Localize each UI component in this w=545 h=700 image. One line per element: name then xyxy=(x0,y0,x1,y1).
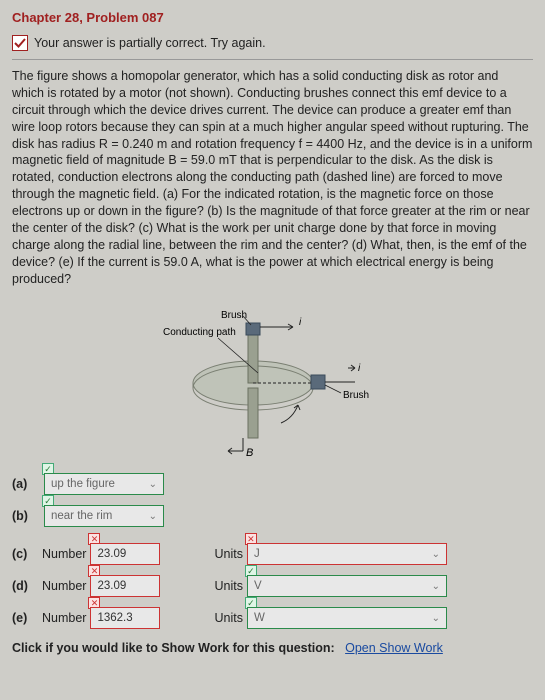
select-b-value: near the rim xyxy=(51,510,112,522)
number-label: Number xyxy=(42,579,86,593)
input-d-number[interactable]: 23.09 xyxy=(90,575,160,597)
units-label: Units xyxy=(214,547,242,561)
chapter-title: Chapter 28, Problem 087 xyxy=(12,10,533,25)
input-e-number[interactable]: 1362.3 xyxy=(90,607,160,629)
input-c-value: 23.09 xyxy=(97,548,126,560)
select-c-units-value: J xyxy=(254,548,260,560)
chevron-down-icon: ⌄ xyxy=(432,549,440,560)
svg-text:i: i xyxy=(358,363,361,374)
chevron-down-icon: ⌄ xyxy=(432,581,440,592)
part-a-label: (a) xyxy=(12,477,38,491)
chevron-down-icon: ⌄ xyxy=(432,613,440,624)
open-show-work-link[interactable]: Open Show Work xyxy=(345,641,443,655)
part-e-label: (e) xyxy=(12,611,38,625)
chevron-down-icon: ⌄ xyxy=(149,511,157,522)
feedback-row: Your answer is partially correct. Try ag… xyxy=(12,35,533,60)
problem-text: The figure shows a homopolar generator, … xyxy=(12,68,533,287)
answer-row-b: (b) ✓ near the rim ⌄ xyxy=(12,505,533,527)
select-a[interactable]: up the figure ⌄ xyxy=(44,473,164,495)
select-b[interactable]: near the rim ⌄ xyxy=(44,505,164,527)
select-e-units[interactable]: W ⌄ xyxy=(247,607,447,629)
footer-text: Click if you would like to Show Work for… xyxy=(12,641,335,655)
partial-correct-icon xyxy=(12,35,28,51)
b-label: B xyxy=(246,447,253,459)
answers-section: (a) ✓ up the figure ⌄ (b) ✓ near the rim… xyxy=(12,473,533,629)
select-d-units-value: V xyxy=(254,580,262,592)
input-e-value: 1362.3 xyxy=(97,612,132,624)
part-d-label: (d) xyxy=(12,579,38,593)
select-e-units-value: W xyxy=(254,612,265,624)
part-b-label: (b) xyxy=(12,509,38,523)
conducting-path-label: Conducting path xyxy=(163,327,236,338)
answer-row-e: (e) Number ✕ 1362.3 Units ✓ W ⌄ xyxy=(12,607,533,629)
answer-row-c: (c) Number ✕ 23.09 Units ✕ J ⌄ xyxy=(12,543,533,565)
chevron-down-icon: ⌄ xyxy=(149,479,157,490)
number-label: Number xyxy=(42,547,86,561)
input-d-value: 23.09 xyxy=(97,580,126,592)
number-label: Number xyxy=(42,611,86,625)
units-label: Units xyxy=(214,611,242,625)
i-label: i xyxy=(299,317,302,328)
brush-right-label: Brush xyxy=(343,390,369,401)
answer-row-d: (d) Number ✕ 23.09 Units ✓ V ⌄ xyxy=(12,575,533,597)
generator-diagram: Brush i Brush i Conducting path B xyxy=(12,293,533,463)
select-c-units[interactable]: J ⌄ xyxy=(247,543,447,565)
answer-row-a: (a) ✓ up the figure ⌄ xyxy=(12,473,533,495)
show-work-footer: Click if you would like to Show Work for… xyxy=(12,641,533,655)
part-c-label: (c) xyxy=(12,547,38,561)
brush-top-label: Brush xyxy=(221,310,247,321)
select-d-units[interactable]: V ⌄ xyxy=(247,575,447,597)
feedback-text: Your answer is partially correct. Try ag… xyxy=(34,36,266,50)
select-a-value: up the figure xyxy=(51,478,115,490)
units-label: Units xyxy=(214,579,242,593)
input-c-number[interactable]: 23.09 xyxy=(90,543,160,565)
